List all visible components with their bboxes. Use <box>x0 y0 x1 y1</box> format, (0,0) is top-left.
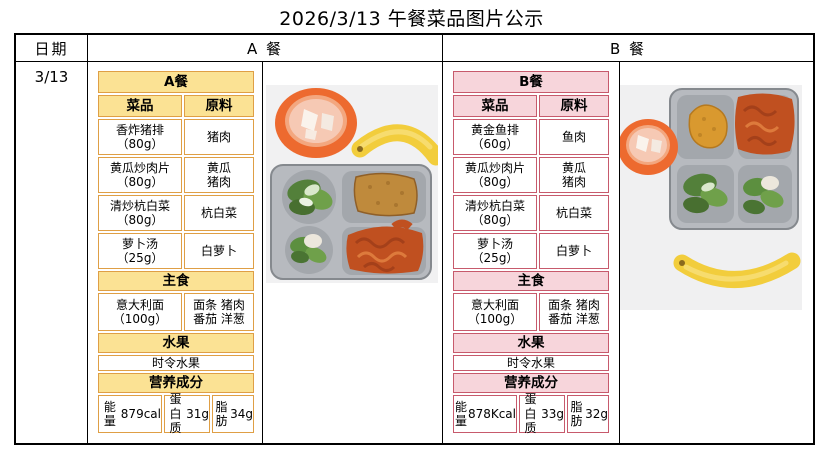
dish-row: 黄瓜炒肉片 （80g） 黄瓜 猪肉 <box>453 157 609 193</box>
nutrition-energy: 能量 879cal <box>98 395 162 433</box>
meal-b-col-ingredient: 原料 <box>539 95 609 117</box>
nutrition-row: 能量 879cal 蛋白质 31g 脂肪 34g <box>98 392 254 436</box>
dish-ingredient: 猪肉 <box>184 119 254 155</box>
dish-row: 香炸猪排 （80g） 猪肉 <box>98 119 254 155</box>
nutrition-value: 879cal <box>120 406 161 421</box>
meal-a-col-dish: 菜品 <box>98 95 182 117</box>
dish-row: 萝卜汤 （25g） 白萝卜 <box>453 233 609 269</box>
nutrition-label: 蛋白质 <box>169 392 182 436</box>
dish-name: 清炒杭白菜 （80g） <box>453 195 537 231</box>
nutrition-fat: 脂肪 32g <box>567 395 609 433</box>
dish-ingredient: 黄瓜 猪肉 <box>184 157 254 193</box>
dish-name: 黄瓜炒肉片 （80g） <box>98 157 182 193</box>
nutrition-label: 能量 <box>454 399 467 428</box>
meal-a-col-ingredient: 原料 <box>184 95 254 117</box>
dish-ingredient: 黄瓜 猪肉 <box>539 157 609 193</box>
nutrition-label: 脂肪 <box>570 399 583 428</box>
nutrition-protein: 蛋白质 33g <box>519 392 565 436</box>
meal-a-fruit-header: 水果 <box>98 333 254 353</box>
meal-b-col-dish: 菜品 <box>453 95 537 117</box>
nutrition-fat: 脂肪 34g <box>212 395 254 433</box>
radish-chunk <box>651 139 662 153</box>
dish-row: 清炒杭白菜 （80g） 杭白菜 <box>453 195 609 231</box>
staple-ingredient: 面条 猪肉 番茄 洋葱 <box>184 293 254 331</box>
meal-b-fruit-value: 时令水果 <box>453 355 609 371</box>
nutrition-label: 脂肪 <box>215 399 228 428</box>
nutrition-row: 能量 878Kcal 蛋白质 33g 脂肪 32g <box>453 392 609 436</box>
banana <box>673 252 801 288</box>
radish-chunk <box>301 109 318 131</box>
cucumber-and-chicken <box>290 234 327 264</box>
staple-name: 意大利面 （100g） <box>98 293 182 331</box>
radish-chunk <box>636 135 649 152</box>
dish-name: 香炸猪排 （80g） <box>98 119 182 155</box>
dish-name: 黄金鱼排 （60g） <box>453 119 537 155</box>
meal-a-menu-table: A餐 菜品 原料 香炸猪排 （80g） 猪肉 黄瓜炒肉片 （80g） 黄瓜 猪肉… <box>98 71 254 436</box>
nutrition-label: 蛋白质 <box>524 392 537 436</box>
tomato-pasta <box>346 219 424 274</box>
dish-name: 黄瓜炒肉片 （80g） <box>453 157 537 193</box>
dish-row: 清炒杭白菜 （80g） 杭白菜 <box>98 195 254 231</box>
nutrition-value: 34g <box>230 406 253 421</box>
meal-a-menu-cell: A餐 菜品 原料 香炸猪排 （80g） 猪肉 黄瓜炒肉片 （80g） 黄瓜 猪肉… <box>88 62 263 443</box>
meal-b-menu-cell: B餐 菜品 原料 黄金鱼排 （60g） 鱼肉 黄瓜炒肉片 （80g） 黄瓜 猪肉… <box>443 62 620 443</box>
dish-ingredient: 白萝卜 <box>539 233 609 269</box>
staple-name: 意大利面 （100g） <box>453 293 537 331</box>
dish-row: 黄金鱼排 （60g） 鱼肉 <box>453 119 609 155</box>
nutrition-value: 33g <box>541 406 564 421</box>
meal-a-nutrition-header: 营养成分 <box>98 373 254 393</box>
tomato-pasta <box>735 93 795 155</box>
nutrition-value: 32g <box>585 406 608 421</box>
meal-a-title: A餐 <box>98 71 254 93</box>
bok-choy-vegetables <box>683 173 728 214</box>
header-meal-b: B 餐 <box>443 35 813 62</box>
meal-b-photo <box>620 85 802 310</box>
header-meal-a: A 餐 <box>88 35 443 62</box>
dish-ingredient: 杭白菜 <box>184 195 254 231</box>
bok-choy-vegetables <box>287 179 333 216</box>
dish-row: 黄瓜炒肉片 （80g） 黄瓜 猪肉 <box>98 157 254 193</box>
page-title: 2026/3/13 午餐菜品图片公示 <box>279 8 544 30</box>
header-date: 日期 <box>16 35 88 62</box>
meal-b-menu-table: B餐 菜品 原料 黄金鱼排 （60g） 鱼肉 黄瓜炒肉片 （80g） 黄瓜 猪肉… <box>453 71 609 436</box>
date-cell: 3/13 <box>16 62 88 443</box>
meal-a-photo <box>266 85 438 283</box>
dish-name: 清炒杭白菜 （80g） <box>98 195 182 231</box>
dish-row: 萝卜汤 （25g） 白萝卜 <box>98 233 254 269</box>
radish-chunk <box>305 129 317 140</box>
staple-row: 意大利面 （100g） 面条 猪肉 番茄 洋葱 <box>98 293 254 331</box>
radish-chunk <box>321 113 334 131</box>
nutrition-value: 31g <box>186 406 209 421</box>
dish-ingredient: 白萝卜 <box>184 233 254 269</box>
dish-name: 萝卜汤 （25g） <box>98 233 182 269</box>
staple-row: 意大利面 （100g） 面条 猪肉 番茄 洋葱 <box>453 293 609 331</box>
staple-ingredient: 面条 猪肉 番茄 洋葱 <box>539 293 609 331</box>
dish-ingredient: 鱼肉 <box>539 119 609 155</box>
dish-ingredient: 杭白菜 <box>539 195 609 231</box>
golden-fish-fillet <box>688 104 728 149</box>
meal-b-photo-cell <box>620 62 813 443</box>
nutrition-protein: 蛋白质 31g <box>164 392 210 436</box>
nutrition-label: 能量 <box>103 399 116 428</box>
fried-pork-cutlet <box>353 172 418 217</box>
meal-b-title: B餐 <box>453 71 609 93</box>
chicken-piece <box>761 176 779 190</box>
meal-b-nutrition-header: 营养成分 <box>453 373 609 393</box>
nutrition-energy: 能量 878Kcal <box>453 395 517 433</box>
cucumber-and-chicken <box>743 176 784 215</box>
meal-b-staple-header: 主食 <box>453 271 609 291</box>
meal-b-fruit-header: 水果 <box>453 333 609 353</box>
meal-a-photo-cell <box>263 62 443 443</box>
chicken-piece <box>304 234 322 248</box>
main-table: 日期 A 餐 B 餐 3/13 A餐 菜品 原料 香炸猪排 （80g） 猪肉 黄… <box>14 33 815 445</box>
soup-bowl <box>620 119 678 175</box>
soup-bowl <box>275 88 357 158</box>
banana <box>351 124 438 166</box>
nutrition-value: 878Kcal <box>467 406 516 421</box>
meal-a-fruit-value: 时令水果 <box>98 355 254 371</box>
dish-name: 萝卜汤 （25g） <box>453 233 537 269</box>
meal-a-staple-header: 主食 <box>98 271 254 291</box>
